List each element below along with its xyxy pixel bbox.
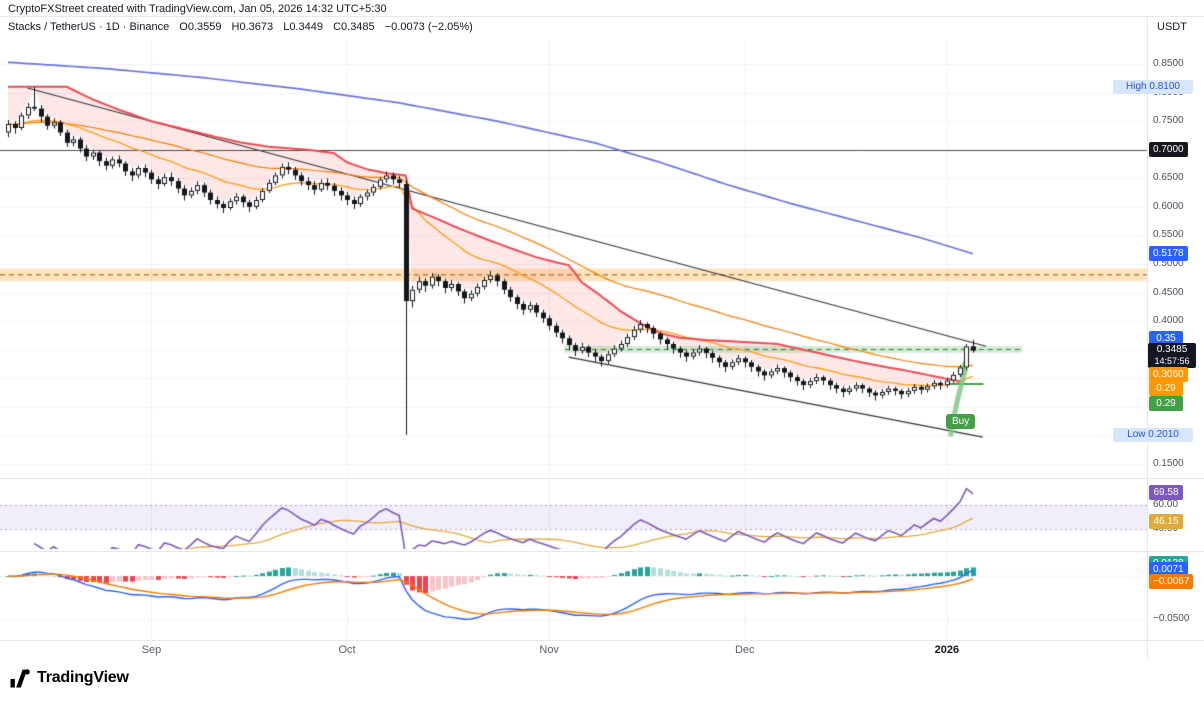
buy-signal-label: Buy — [946, 414, 976, 429]
close-label: C — [333, 21, 342, 33]
symbol-title[interactable]: Stacks / TetherUS · 1D · Binance — [8, 21, 170, 33]
header-separator — [0, 16, 1204, 17]
quote-currency-label: USDT — [1157, 21, 1187, 33]
price-axis-separator[interactable] — [1147, 17, 1148, 659]
time-axis-separator — [0, 640, 1204, 641]
panel-separator-rsi[interactable] — [0, 478, 1204, 479]
high-label: H — [231, 21, 240, 33]
high-value: 0.3673 — [239, 21, 274, 33]
low-label: L — [283, 21, 290, 33]
open-label: O — [179, 21, 188, 33]
low-value: 0.3449 — [289, 21, 323, 33]
panel-separator-macd[interactable] — [0, 551, 1204, 552]
chart-header: Stacks / TetherUS · 1D · Binance O0.3559… — [8, 21, 473, 33]
close-value: 0.3485 — [341, 21, 375, 33]
tradingview-logo-icon — [10, 669, 30, 688]
tradingview-logo[interactable]: TradingView — [10, 667, 129, 688]
open-value: 0.3559 — [187, 21, 222, 33]
tradingview-logo-text: TradingView — [37, 668, 129, 686]
attribution-text: CryptoFXStreet created with TradingView.… — [8, 3, 387, 15]
change-value: −0.0073 (−2.05%) — [384, 21, 473, 33]
